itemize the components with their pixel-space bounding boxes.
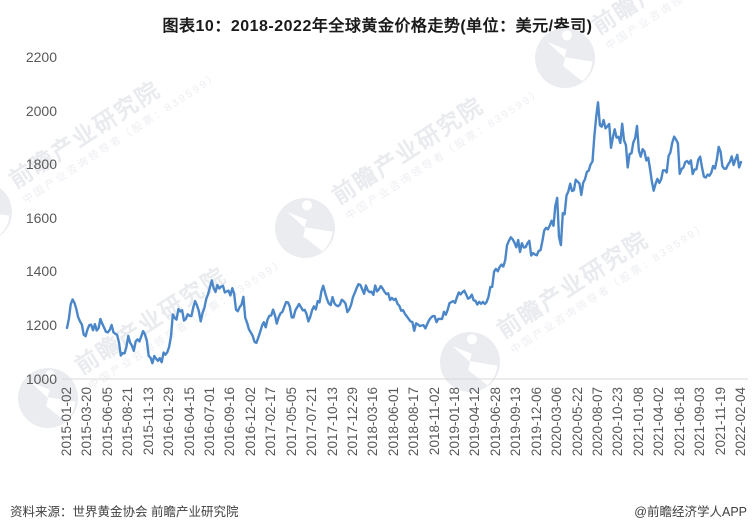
chart-title: 图表10：2018-2022年全球黄金价格走势(单位：美元/盎司): [162, 18, 593, 35]
app-credit: @前瞻经济学人APP: [634, 505, 747, 519]
data-source-note: 资料来源：世界黄金协会 前瞻产业研究院: [10, 505, 239, 519]
gold-price-line: [65, 101, 743, 365]
